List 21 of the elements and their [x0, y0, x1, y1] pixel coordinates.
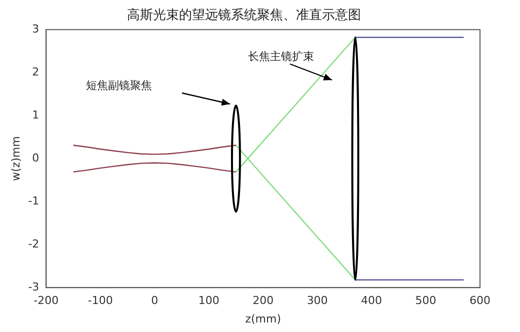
y-tick-label: -2 [28, 237, 40, 250]
x-tick-label: -200 [34, 294, 59, 308]
x-tick-label: 300 [306, 294, 328, 308]
y-axis-title: w(z)mm [9, 136, 22, 181]
x-tick-label: 600 [470, 294, 490, 308]
x-tick-label: 200 [252, 294, 274, 308]
x-tick-label: 0 [151, 294, 158, 308]
x-tick-label: -100 [88, 294, 113, 308]
annotation: 长焦主镜扩束 [248, 50, 314, 63]
annotation: 短焦副镜聚焦 [86, 78, 152, 92]
y-tick-label: 3 [32, 22, 40, 36]
x-tick-label: 100 [198, 294, 220, 308]
y-tick-label: 1 [32, 108, 40, 122]
y-tick-label: 0 [32, 151, 40, 164]
y-tick-label: 2 [32, 65, 40, 78]
x-tick-label: 400 [361, 294, 382, 308]
y-tick-label: -1 [28, 194, 40, 208]
x-axis-title: z(mm) [245, 312, 281, 326]
x-tick-label: 500 [415, 294, 436, 308]
y-tick-label: -3 [28, 280, 40, 294]
chart-title: 高斯光束的望远镜系统聚焦、准直示意图 [127, 7, 361, 24]
